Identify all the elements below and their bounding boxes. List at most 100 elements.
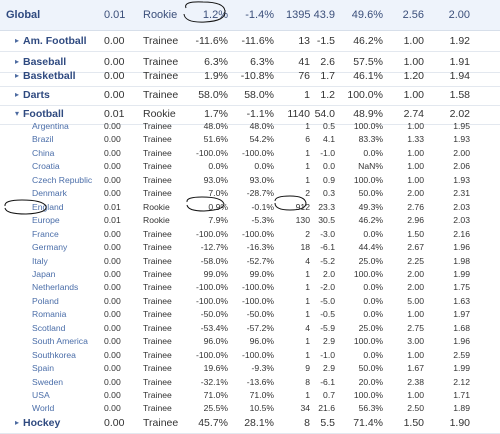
sport-row-hockey[interactable]: ▸ Hockey 0.00 Trainee 45.7% 28.1% 8 5.5 71.4% 1.5… — [0, 413, 500, 433]
country-row[interactable]: Brazil 0.00 Trainee 51.6% 54.2% 6 4.1 83.3% 1.33… — [0, 133, 500, 147]
country-row[interactable]: Japan 0.00 Trainee 99.0% 99.0% 1 2.0 100.0% 2.00… — [0, 268, 500, 282]
value-cell: 0.00 — [104, 174, 121, 185]
value-cell: 1.00 — [403, 35, 424, 47]
expand-toggle-icon[interactable]: ▸ — [15, 418, 20, 427]
value-cell: 1.63 — [453, 295, 470, 306]
country-row[interactable]: China 0.00 Trainee -100.0% -100.0% 1 -1.0 0.0% 1… — [0, 147, 500, 161]
country-name[interactable]: France — [32, 228, 59, 239]
country-name[interactable]: World — [32, 403, 55, 414]
value-cell: 0.00 — [104, 376, 121, 387]
country-row[interactable]: Europe 0.01 Rookie 7.9% -5.3% 130 30.5 46.2% 2.9… — [0, 214, 500, 228]
value-cell: -32.1% — [200, 376, 228, 387]
country-row[interactable]: Croatia 0.00 Trainee 0.0% 0.0% 1 0.0 NaN% 1.00 2.… — [0, 160, 500, 174]
value-cell: 0.0 — [323, 161, 335, 172]
value-cell: 1.67 — [407, 363, 424, 374]
country-name[interactable]: Croatia — [32, 161, 60, 172]
country-row[interactable]: Sweden 0.00 Trainee -32.1% -13.6% 8 -6.1 20.0% 2… — [0, 376, 500, 390]
country-row[interactable]: Spain 0.00 Trainee 19.6% -9.3% 9 2.9 50.0% 1.67 1… — [0, 362, 500, 376]
country-name[interactable]: Southkorea — [32, 349, 76, 360]
country-name[interactable]: Sweden — [32, 376, 64, 387]
global-row[interactable]: Global 0.01 Rookie 1.2% -1.4% 1395 43.9 … — [0, 0, 500, 31]
sport-row-basketball[interactable]: ▸ Basketball 0.00 Trainee 1.9% -10.8% 76 1.7 46.… — [0, 66, 500, 86]
value-cell: -13.6% — [246, 376, 274, 387]
expand-toggle-icon[interactable]: ▸ — [15, 57, 20, 66]
country-row[interactable]: Czech Republic 0.00 Trainee 93.0% 93.0% 1 0.9 1… — [0, 174, 500, 188]
sport-row-am--football[interactable]: ▸ Am. Football 0.00 Trainee -11.6% -11.6% 13 -1… — [0, 31, 500, 51]
country-row[interactable]: World 0.00 Trainee 25.5% 10.5% 34 21.6 56.3% 2.5… — [0, 402, 500, 416]
value-cell: 0.00 — [104, 295, 121, 306]
level-cell: Trainee — [143, 268, 172, 279]
level-cell: Trainee — [143, 349, 172, 360]
country-name[interactable]: England — [32, 201, 64, 212]
country-name[interactable]: Romania — [32, 309, 67, 320]
value-cell: 2 — [305, 228, 310, 239]
value-cell: 2.31 — [453, 188, 470, 199]
value-cell: 54.0 — [314, 108, 335, 120]
country-row[interactable]: France 0.00 Trainee -100.0% -100.0% 2 -3.0 0.0%… — [0, 228, 500, 242]
sport-row-football[interactable]: ▾ Football 0.01 Rookie 1.7% -1.1% 1140 54.0 48.9… — [0, 104, 500, 124]
country-row[interactable]: Scotland 0.00 Trainee -53.4% -57.2% 4 -5.9 25.0… — [0, 322, 500, 336]
value-cell: 1140 — [287, 108, 310, 120]
global-label: Global — [6, 9, 41, 21]
value-cell: -50.0% — [200, 309, 228, 320]
country-row[interactable]: Germany 0.00 Trainee -12.7% -16.3% 18 -6.1 44.4… — [0, 241, 500, 255]
expand-toggle-icon[interactable]: ▾ — [15, 109, 20, 118]
country-name[interactable]: Japan — [32, 268, 56, 279]
country-name[interactable]: Netherlands — [32, 282, 79, 293]
sport-name[interactable]: Baseball — [23, 56, 67, 68]
value-cell: 49.3% — [358, 201, 383, 212]
country-name[interactable]: Italy — [32, 255, 48, 266]
sport-name[interactable]: Hockey — [23, 417, 61, 429]
value-cell: 6.3% — [250, 56, 274, 68]
country-name[interactable]: Brazil — [32, 134, 54, 145]
country-name[interactable]: South America — [32, 336, 88, 347]
expand-toggle-icon[interactable]: ▸ — [15, 71, 20, 80]
value-cell: 1.00 — [407, 349, 424, 360]
country-row[interactable]: Argentina 0.00 Trainee 48.0% 48.0% 1 0.5 100.0%… — [0, 120, 500, 134]
value-cell: 0.0% — [363, 282, 383, 293]
value-cell: -100.0% — [195, 147, 228, 158]
sport-name[interactable]: Darts — [23, 89, 50, 101]
country-name[interactable]: Spain — [32, 363, 54, 374]
country-name[interactable]: China — [32, 147, 55, 158]
country-row[interactable]: Denmark 0.00 Trainee 7.0% -28.7% 2 0.3 50.0% 2.0… — [0, 187, 500, 201]
value-cell: 1.71 — [453, 390, 470, 400]
value-cell: 0.00 — [104, 363, 121, 374]
value-cell: 1.7 — [320, 70, 335, 82]
country-name[interactable]: Czech Republic — [32, 174, 93, 185]
level-cell: Trainee — [143, 309, 172, 320]
country-row[interactable]: England 0.01 Rookie 0.9% -0.1% 912 23.3 49.3% 2.… — [0, 201, 500, 215]
sport-name[interactable]: Am. Football — [23, 35, 87, 47]
country-row[interactable]: USA 0.00 Trainee 71.0% 71.0% 1 0.7 100.0% 1.00 1.… — [0, 389, 500, 403]
country-name[interactable]: Germany — [32, 242, 68, 253]
country-row[interactable]: Poland 0.00 Trainee -100.0% -100.0% 1 -5.0 0.0%… — [0, 295, 500, 309]
country-row[interactable]: Italy 0.00 Trainee -58.0% -52.7% 4 -5.2 25.0% 2.… — [0, 255, 500, 269]
sport-row-darts[interactable]: ▸ Darts 0.00 Trainee 58.0% 58.0% 1 1.2 100.0% 1.0… — [0, 85, 500, 105]
expand-toggle-icon[interactable]: ▸ — [15, 36, 20, 45]
value-cell: 0.00 — [104, 56, 125, 68]
value-cell: 99.0% — [249, 268, 274, 279]
country-name[interactable]: Denmark — [32, 188, 67, 199]
value-cell: 1 — [305, 390, 310, 400]
sport-row-baseball[interactable]: ▸ Baseball 0.00 Trainee 6.3% 6.3% 41 2.6 57.5% 1.… — [0, 52, 500, 72]
value-cell: 0.0% — [254, 161, 274, 172]
country-row[interactable]: Southkorea 0.00 Trainee -100.0% -100.0% 1 -1.0… — [0, 349, 500, 363]
country-name[interactable]: USA — [32, 390, 50, 400]
country-name[interactable]: Scotland — [32, 322, 66, 333]
country-name[interactable]: Argentina — [32, 121, 69, 131]
country-name[interactable]: Poland — [32, 295, 59, 306]
sport-name[interactable]: Basketball — [23, 70, 76, 82]
value-cell: 7.0% — [208, 188, 228, 199]
value-cell: 1.93 — [453, 134, 470, 145]
expand-toggle-icon[interactable]: ▸ — [15, 90, 20, 99]
value-cell: 58.0% — [244, 89, 274, 101]
sport-name[interactable]: Football — [23, 108, 64, 120]
country-name[interactable]: Europe — [32, 215, 60, 226]
level-cell: Trainee — [143, 174, 172, 185]
country-row[interactable]: Netherlands 0.00 Trainee -100.0% -100.0% 1 -2.… — [0, 281, 500, 295]
country-row[interactable]: South America 0.00 Trainee 96.0% 96.0% 1 2.9 10… — [0, 335, 500, 349]
value-cell: 2.50 — [407, 403, 424, 414]
country-row[interactable]: Romania 0.00 Trainee -50.0% -50.0% 1 -0.5 0.0% 1… — [0, 308, 500, 322]
value-cell: 9 — [305, 363, 310, 374]
level-cell: Trainee — [143, 390, 172, 400]
